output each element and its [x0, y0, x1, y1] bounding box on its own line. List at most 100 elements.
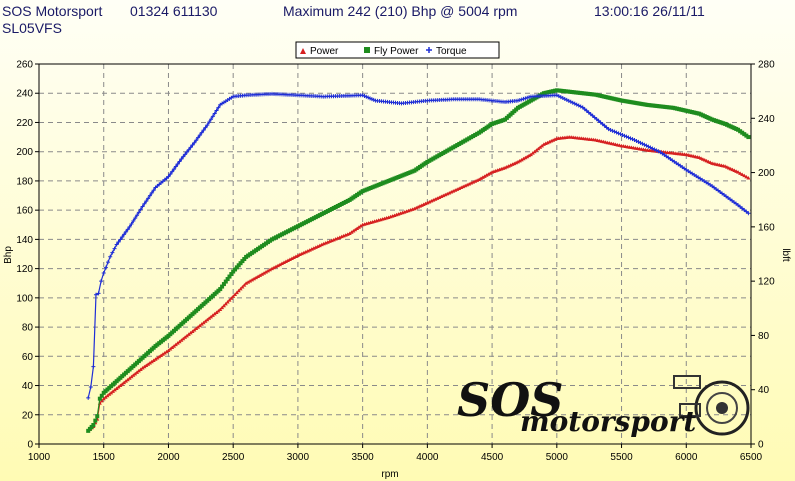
- series-torque-point: [114, 242, 119, 247]
- series-torque-point: [523, 96, 528, 101]
- series-torque-point: [744, 209, 749, 214]
- header-maximum: Maximum 242 (210) Bhp @ 5004 rpm: [283, 3, 518, 19]
- series-torque-point: [364, 94, 369, 99]
- series-torque-point: [207, 120, 212, 125]
- x-tick-label: 6500: [740, 452, 763, 463]
- x-tick-label: 2000: [157, 452, 180, 463]
- series-torque-point: [362, 93, 367, 98]
- series-power-point: [441, 193, 446, 198]
- series-power-point: [437, 195, 442, 199]
- series-power-point: [258, 273, 263, 277]
- series-torque-point: [144, 199, 149, 204]
- series-power-point: [467, 181, 472, 186]
- series-torque-point: [88, 385, 93, 389]
- series-layer: [86, 88, 751, 433]
- series-power-point: [540, 143, 545, 148]
- series-power-point: [208, 314, 213, 319]
- series-power-point: [740, 172, 745, 176]
- y-tick-label: 0: [27, 440, 33, 451]
- series-power-point: [277, 262, 282, 267]
- series-torque-point: [208, 117, 213, 122]
- series-power-point: [183, 335, 188, 339]
- series-torque-point: [173, 164, 178, 169]
- series-power-point: [453, 188, 458, 192]
- series-torque-point: [125, 227, 130, 232]
- series-power-point: [244, 281, 249, 285]
- series-power-point: [218, 307, 223, 312]
- series-torque-point: [186, 147, 191, 152]
- series-fly-power-point: [240, 259, 245, 264]
- series-power-point: [517, 158, 522, 163]
- y2-tick-label: 240: [758, 114, 775, 125]
- series-fly-power-point: [227, 274, 232, 279]
- series-power-point: [443, 192, 448, 197]
- series-power-point: [299, 251, 304, 256]
- series-power-point: [103, 395, 108, 399]
- series-torque-point: [736, 203, 741, 208]
- series-power-point: [515, 159, 520, 164]
- series-power-point: [736, 170, 741, 174]
- series-torque-point: [371, 97, 376, 102]
- series-power-point: [311, 246, 316, 250]
- x-tick-label: 1000: [28, 452, 51, 463]
- series-power-point: [118, 383, 123, 388]
- series-power-point: [116, 385, 121, 389]
- series-power-point: [429, 199, 434, 203]
- series-power-point: [435, 196, 440, 200]
- legend-power-label: Power: [310, 46, 339, 57]
- series-power-point: [199, 322, 204, 326]
- y2-tick-label: 280: [758, 60, 775, 71]
- series-power-point: [127, 376, 132, 380]
- series-torque-point: [746, 211, 751, 216]
- legend: Power Fly Power Torque: [295, 41, 500, 59]
- series-power-point: [451, 189, 456, 193]
- y-axis-label: Bhp: [3, 246, 14, 264]
- series-power-point: [240, 284, 245, 289]
- series-power-point: [264, 269, 269, 274]
- series-power-point: [181, 336, 186, 341]
- series-torque-point: [179, 157, 184, 161]
- series-torque-point: [140, 204, 145, 209]
- series-power-point: [270, 266, 275, 271]
- series-power-point: [166, 348, 171, 352]
- y-tick-label: 180: [16, 176, 33, 187]
- series-power-point: [289, 256, 294, 260]
- series-power-point: [131, 373, 136, 377]
- series-torque-point: [91, 364, 96, 369]
- series-power-point: [164, 349, 169, 354]
- x-tick-label: 2500: [222, 452, 245, 463]
- series-power-point: [194, 326, 199, 331]
- series-power-point: [246, 280, 251, 284]
- series-power-point: [523, 155, 528, 160]
- series-power-point: [184, 333, 189, 338]
- series-power-point: [287, 257, 292, 262]
- series-power-point: [281, 260, 286, 265]
- series-power-point: [151, 358, 156, 362]
- series-power-point: [133, 371, 138, 376]
- series-power-point: [225, 300, 230, 304]
- series-fly-power-point: [95, 414, 100, 419]
- series-power-point: [196, 325, 201, 329]
- series-fly-power-point: [93, 418, 98, 423]
- series-torque-point: [626, 135, 631, 140]
- series-power-point: [447, 190, 452, 195]
- series-power-point: [297, 252, 302, 257]
- series-torque-point: [168, 172, 173, 177]
- series-torque-point: [366, 95, 371, 100]
- y2-tick-label: 40: [758, 385, 770, 396]
- series-power-point: [309, 247, 314, 251]
- x-tick-label: 4000: [416, 452, 439, 463]
- series-torque-point: [199, 130, 204, 135]
- series-torque-point: [93, 292, 98, 297]
- series-power-point: [177, 339, 182, 344]
- header-company: SOS Motorsport: [2, 3, 103, 19]
- series-power-point: [319, 242, 324, 247]
- y-tick-label: 140: [16, 235, 33, 246]
- plot-frame: [38, 63, 752, 445]
- series-power-point: [482, 174, 487, 178]
- series-torque-point: [742, 208, 747, 213]
- series-fly-power-point: [231, 269, 236, 274]
- series-fly-power-point: [223, 279, 228, 284]
- series-power-point: [486, 172, 491, 176]
- series-torque-point: [192, 140, 197, 145]
